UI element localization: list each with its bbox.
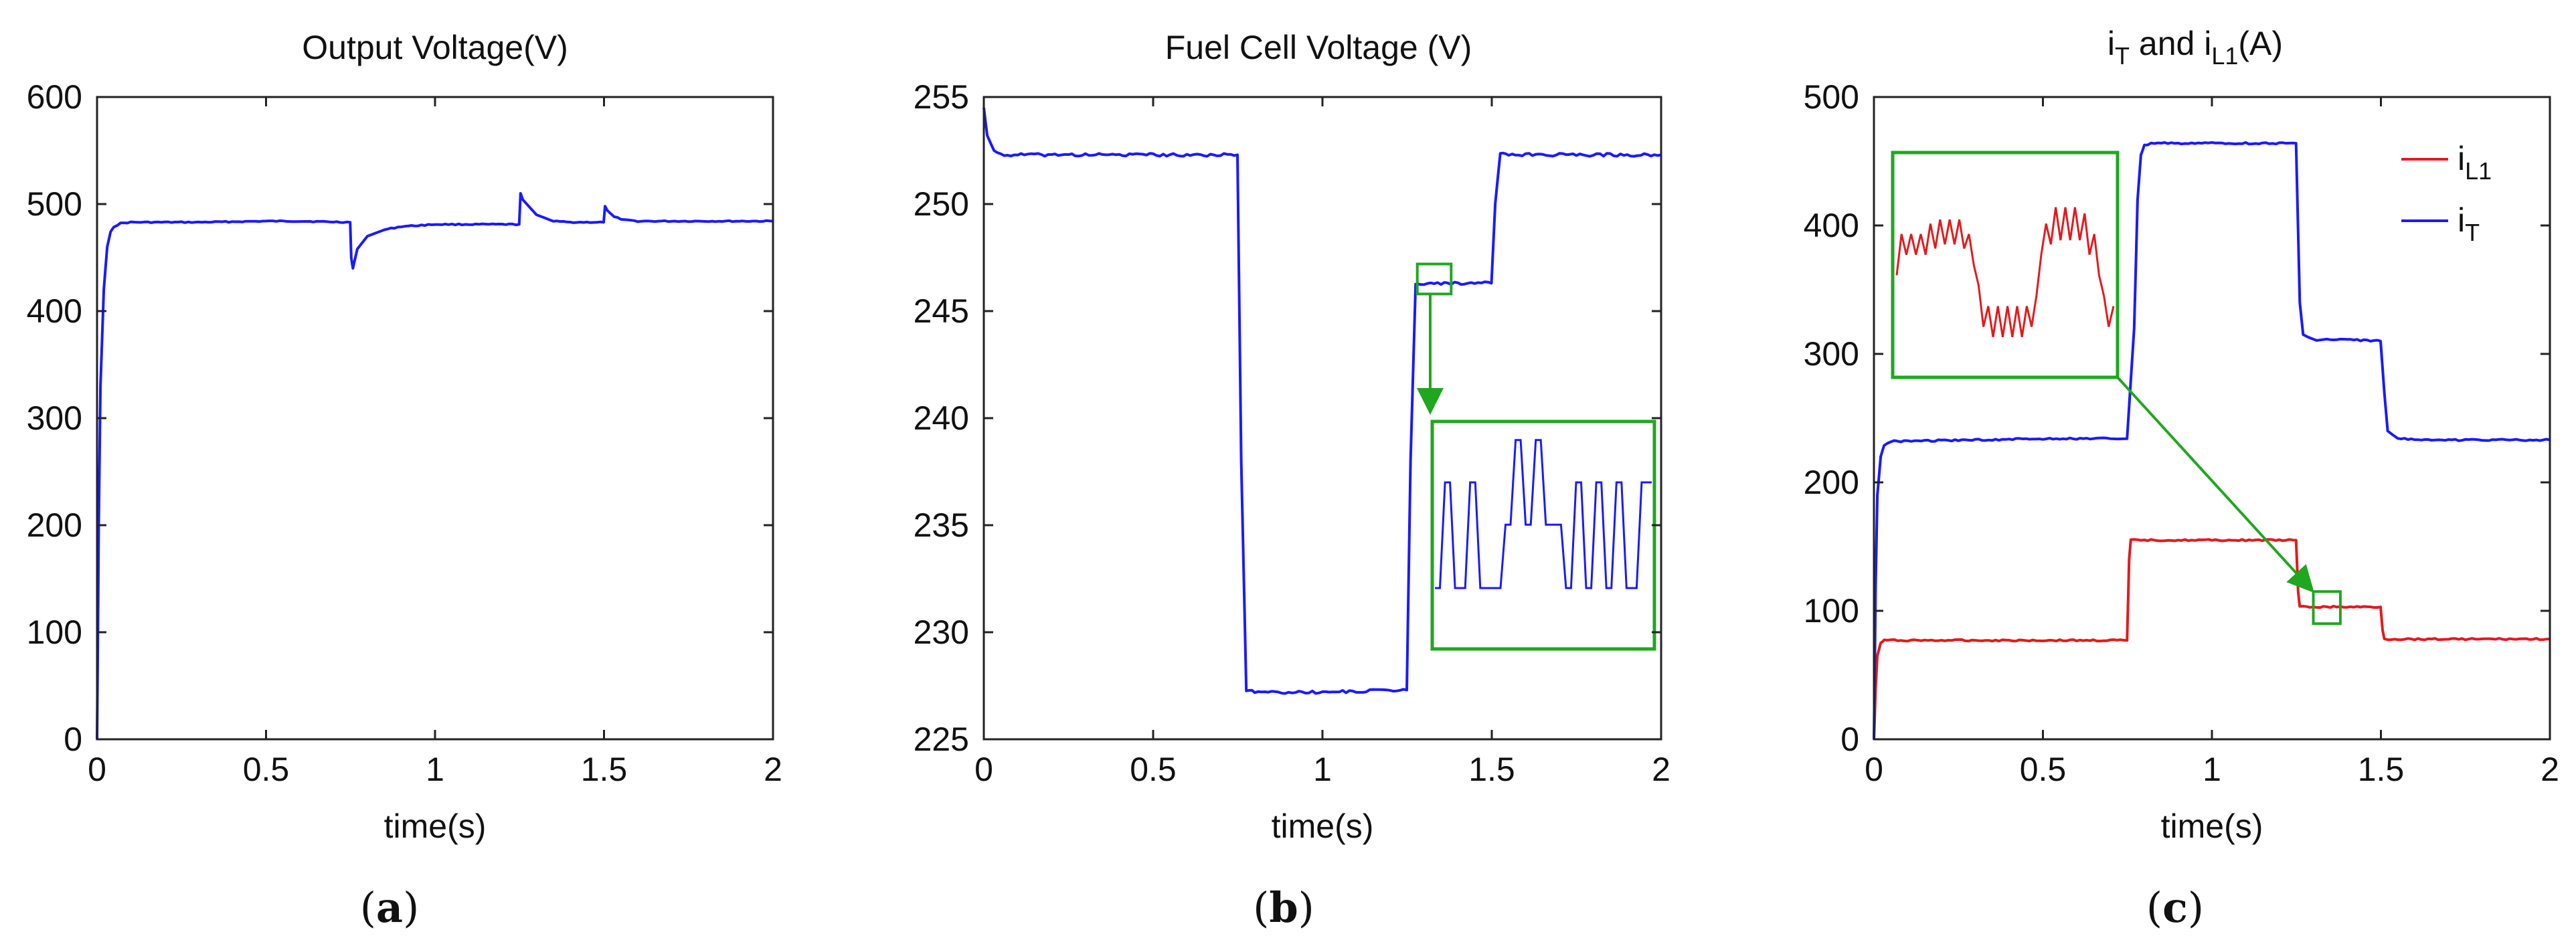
zoom-arrow — [2116, 376, 2314, 593]
x-tick-label: 1 — [1313, 751, 1332, 788]
inset-box — [1430, 419, 1656, 651]
x-tick-labels: 0 0.5 1 1.5 2 — [974, 751, 1670, 788]
x-tick-label: 0 — [1865, 751, 1883, 788]
x-tick-label: 1 — [426, 751, 444, 788]
x-tick-labels: 0 0.5 1 1.5 2 — [88, 751, 782, 788]
panel-label-a: (a) — [360, 883, 420, 932]
panel-c: iT and iL1(A) 0 0.5 1 1.5 2 0 100 200 300 400 500… — [1804, 25, 2559, 932]
x-tick-label: 0.5 — [2020, 751, 2067, 788]
y-tick-label: 235 — [914, 506, 969, 544]
x-tick-label: 1.5 — [581, 751, 628, 788]
y-tick-label: 225 — [914, 721, 969, 758]
tick-marks — [982, 96, 1662, 741]
x-tick-label: 2 — [1652, 751, 1670, 788]
inset-box — [1891, 151, 2120, 379]
x-tick-label: 0.5 — [1130, 751, 1177, 788]
x-axis-label: time(s) — [384, 808, 487, 845]
y-tick-label: 200 — [1804, 464, 1859, 501]
x-tick-label: 1.5 — [1468, 751, 1515, 788]
plot-area-b — [982, 107, 1662, 695]
chart-title: Fuel Cell Voltage (V) — [1165, 29, 1472, 66]
x-axis-label: time(s) — [1272, 808, 1374, 845]
chart-title: iT and iL1(A) — [2108, 25, 2283, 70]
y-tick-label: 100 — [27, 613, 82, 651]
plot-area-a — [96, 192, 774, 740]
y-tick-label: 230 — [914, 613, 969, 651]
series-line-it — [1873, 141, 2551, 740]
y-tick-label: 0 — [1840, 721, 1859, 758]
x-tick-label: 0 — [974, 751, 993, 788]
zoom-box — [1415, 262, 1453, 296]
chart-title: Output Voltage(V) — [302, 29, 568, 66]
series-line-output-voltage — [96, 192, 774, 740]
x-tick-label: 0.5 — [243, 751, 290, 788]
y-tick-label: 500 — [1804, 78, 1859, 116]
y-tick-labels: 0 100 200 300 400 500 600 — [27, 78, 82, 758]
x-tick-label: 2 — [764, 751, 782, 788]
x-tick-label: 0 — [88, 751, 106, 788]
y-tick-labels: 225 230 235 240 245 250 255 — [914, 78, 969, 758]
inset-line — [1895, 207, 2115, 338]
x-tick-label: 1 — [2203, 751, 2221, 788]
panel-label-c: (c) — [2146, 883, 2204, 932]
inset-line — [1435, 439, 1652, 589]
y-tick-label: 250 — [914, 185, 969, 223]
y-tick-label: 300 — [27, 399, 82, 437]
legend: iL1 iT — [2401, 140, 2492, 246]
x-tick-label: 1.5 — [2358, 751, 2405, 788]
y-tick-label: 240 — [914, 399, 969, 437]
x-axis-label: time(s) — [2161, 808, 2263, 845]
y-tick-label: 0 — [64, 721, 82, 758]
tick-marks — [1873, 96, 2551, 741]
y-tick-label: 300 — [1804, 335, 1859, 373]
y-tick-labels: 0 100 200 300 400 500 — [1804, 78, 1859, 758]
series-line-il1 — [1873, 538, 2551, 740]
y-tick-label: 200 — [27, 506, 82, 544]
tick-marks — [96, 96, 774, 741]
y-tick-label: 400 — [1804, 207, 1859, 244]
plot-frame — [96, 96, 774, 741]
x-tick-label: 2 — [2541, 751, 2559, 788]
y-tick-label: 255 — [914, 78, 969, 116]
panel-a: Output Voltage(V) 0 0.5 1 1.5 2 0 100 200 300 40… — [27, 29, 782, 932]
y-tick-label: 400 — [27, 292, 82, 330]
plot-area-c — [1873, 141, 2551, 740]
legend-label-il1: iL1 — [2458, 140, 2492, 185]
y-tick-label: 100 — [1804, 592, 1859, 630]
panel-label-b: (b) — [1253, 883, 1314, 932]
y-tick-label: 600 — [27, 78, 82, 116]
legend-label-it: iT — [2458, 201, 2480, 246]
panel-b: Fuel Cell Voltage (V) 0 0.5 1 1.5 2 225 230 23… — [914, 29, 1670, 932]
series-line-fuel-cell-voltage — [982, 107, 1662, 695]
y-tick-label: 245 — [914, 292, 969, 330]
y-tick-label: 500 — [27, 185, 82, 223]
x-tick-labels: 0 0.5 1 1.5 2 — [1865, 751, 2559, 788]
zoom-box — [2312, 590, 2342, 626]
